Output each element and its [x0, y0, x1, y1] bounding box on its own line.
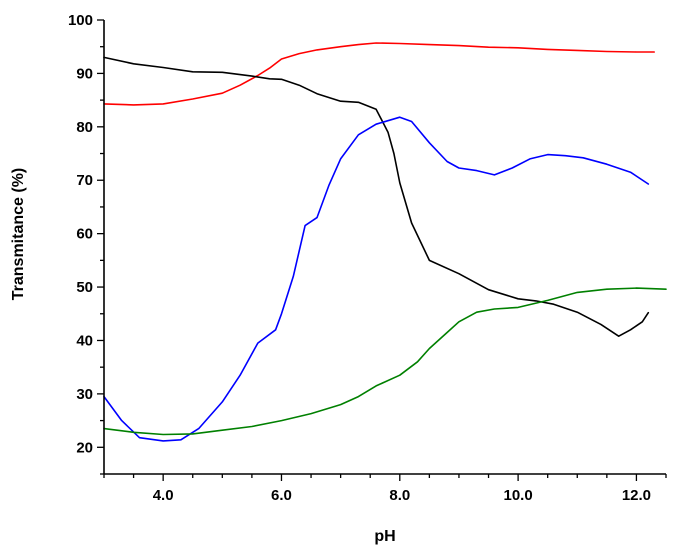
y-tick-label: 50 — [76, 279, 93, 296]
x-tick-label: 4.0 — [153, 487, 174, 504]
ticks-layer: 4.0 6.0 8.0 10.0 12.0 20 30 40 50 60 70 80 90 100 — [68, 12, 667, 504]
y-tick-label: 20 — [76, 439, 93, 456]
series-line-3 — [103, 116, 650, 442]
x-tick-label: 10.0 — [504, 487, 533, 504]
series-line-2 — [103, 56, 650, 337]
y-tick-label: 40 — [76, 332, 93, 349]
series-line-4 — [103, 287, 667, 436]
y-tick-label: 80 — [76, 119, 93, 136]
x-tick-label: 12.0 — [622, 487, 651, 504]
y-tick-label: 70 — [76, 172, 93, 189]
plot-area — [104, 20, 666, 474]
series-layer — [103, 42, 667, 442]
series-line-1 — [103, 42, 655, 106]
y-tick-label: 30 — [76, 386, 93, 403]
y-tick-label: 100 — [68, 12, 93, 29]
y-tick-label: 90 — [76, 65, 93, 82]
y-axis-title: Transmitance (%) — [10, 168, 27, 300]
y-tick-label: 60 — [76, 226, 93, 243]
axes-layer — [103, 20, 666, 475]
x-tick-label: 6.0 — [271, 487, 292, 504]
x-tick-label: 8.0 — [389, 487, 410, 504]
x-axis-title: pH — [374, 528, 395, 545]
